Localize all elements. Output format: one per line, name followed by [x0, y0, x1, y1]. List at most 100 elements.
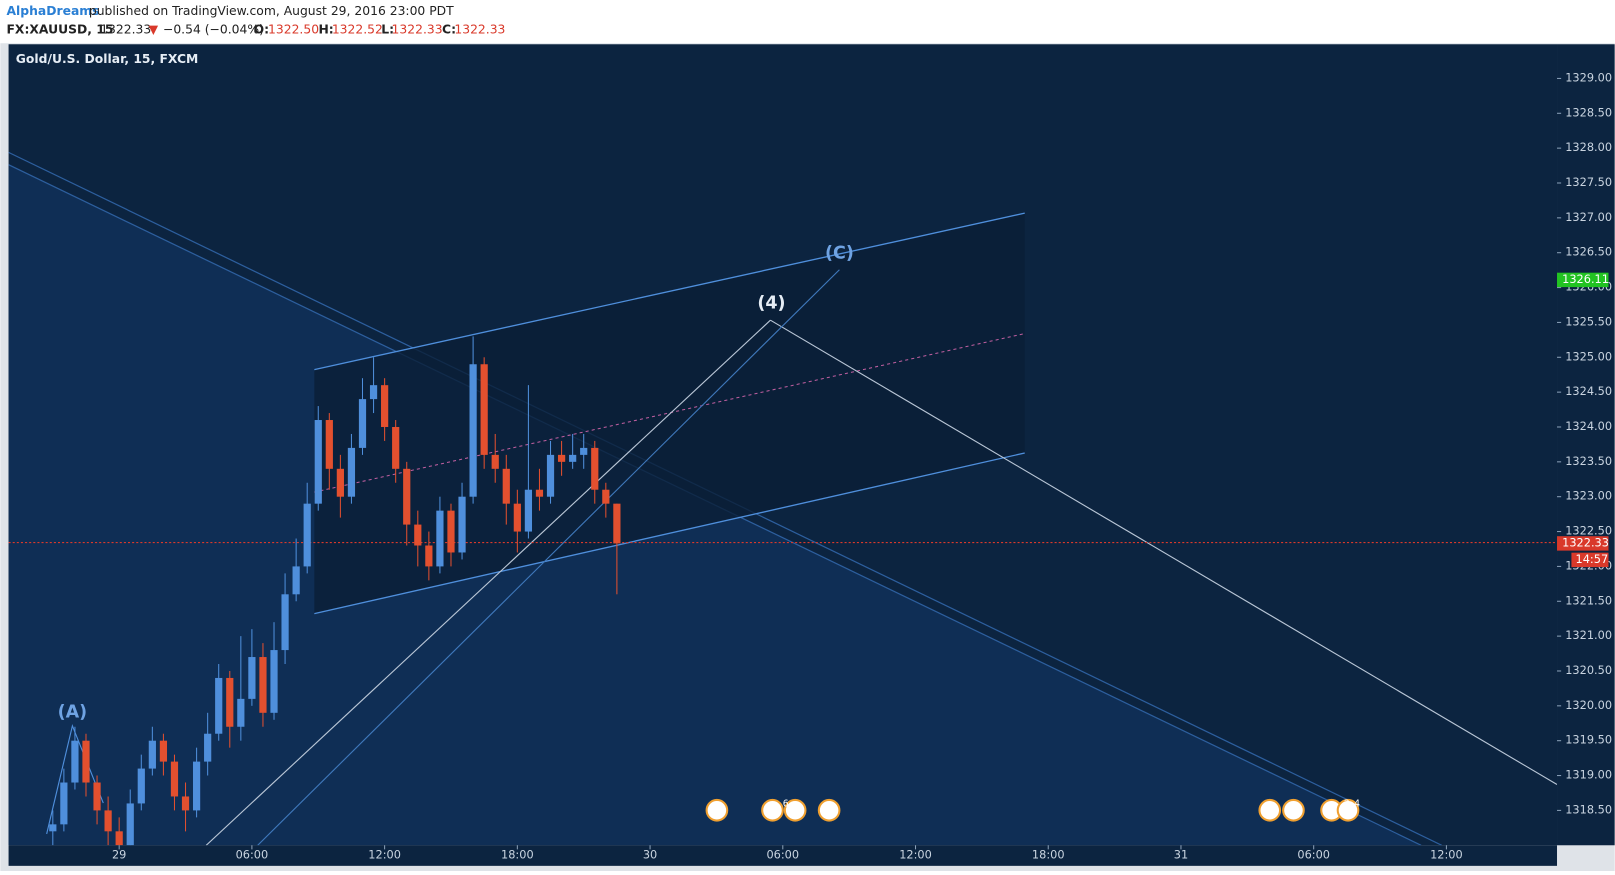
x-tick-label: 18:00 [501, 848, 534, 862]
candle-body [591, 447, 599, 490]
event-icon[interactable] [783, 798, 807, 822]
candle-body [49, 824, 57, 832]
last: 1322.33 [100, 22, 151, 36]
event-icon[interactable] [817, 798, 841, 822]
y-tick-label: 1322.50 [1565, 524, 1612, 538]
candle-body [314, 420, 322, 504]
event-icon[interactable] [1282, 798, 1305, 822]
candle-body [248, 657, 256, 699]
x-tick-label: 12:00 [1430, 848, 1463, 862]
x-tick-label: 06:00 [1297, 848, 1330, 862]
price-marker-label: 1326.11 [1562, 272, 1609, 286]
candle-body [491, 454, 499, 469]
candle-body [569, 454, 577, 462]
candle-body [226, 677, 234, 727]
event-icon[interactable] [705, 798, 729, 822]
candle-body [192, 761, 201, 811]
author[interactable]: AlphaDreams [7, 4, 100, 18]
y-tick-label: 1320.50 [1565, 663, 1612, 677]
candle-body [126, 803, 134, 846]
candles [49, 336, 621, 846]
candle-body [403, 468, 411, 525]
y-tick-label: 1323.50 [1565, 454, 1612, 468]
drawings [8, 151, 1558, 846]
candle-body [215, 677, 223, 734]
wave-line [205, 319, 771, 846]
price-marker-label: 1322.33 [1562, 535, 1609, 549]
y-tick-label: 1319.00 [1565, 768, 1612, 782]
event-badge: 4 [1354, 799, 1360, 810]
y-tick-label: 1326.50 [1565, 245, 1612, 259]
y-tick-label: 1323.00 [1565, 489, 1612, 503]
y-tick-label: 1328.00 [1565, 140, 1612, 154]
y-tick-label: 1321.50 [1565, 593, 1612, 607]
y-tick-label: 1319.50 [1565, 733, 1612, 747]
y-tick-label: 1328.50 [1565, 105, 1612, 119]
candle-body [535, 489, 544, 497]
candle-body [181, 796, 190, 811]
candle-body [259, 657, 267, 713]
candle-body [170, 761, 179, 797]
x-tick-label: 06:00 [766, 848, 799, 862]
y-tick-label: 1318.50 [1565, 802, 1612, 816]
y-tick-label: 1325.50 [1565, 314, 1612, 328]
y-tick-label: 1324.50 [1565, 384, 1612, 398]
event-icon[interactable] [1336, 798, 1360, 822]
candle-body [270, 650, 278, 713]
x-tick-label: 29 [112, 848, 126, 862]
candle-body [347, 447, 356, 497]
y-tick-label: 1325.00 [1565, 349, 1612, 363]
event-icon[interactable] [1258, 798, 1282, 822]
candle-body [447, 510, 455, 553]
y-tick-label: 1320.00 [1565, 698, 1612, 712]
candle-body [204, 733, 212, 762]
candle-body [436, 510, 444, 567]
candle-body [325, 420, 333, 469]
arrow: ▼ [149, 22, 159, 36]
countdown: 14:57 [1576, 552, 1609, 566]
wave-label: (A) [58, 702, 88, 722]
wave-label: (4) [757, 294, 785, 314]
candle-body [392, 426, 400, 469]
change: −0.54 (−0.04%) [163, 22, 264, 36]
candle-body [292, 566, 300, 595]
candle-body [458, 496, 466, 553]
events: 6 2 4 [705, 798, 1360, 822]
wave-line [257, 269, 840, 846]
candle-body [613, 503, 621, 544]
candle-body [546, 454, 555, 497]
open-label: O: [254, 22, 269, 36]
wave-label: (C) [825, 243, 854, 263]
candle-body [480, 364, 488, 455]
candle-body [104, 810, 112, 832]
low: 1322.33 [392, 22, 443, 36]
candle-body [425, 545, 433, 567]
x-tick-label: 30 [643, 848, 657, 862]
candle-body [93, 782, 101, 811]
countdown-box [1571, 552, 1609, 568]
high: 1322.52 [332, 22, 383, 36]
y-tick-label: 1321.00 [1565, 628, 1612, 642]
wave-line [770, 319, 1558, 786]
candle-body [580, 447, 588, 455]
x-tick-label: 12:00 [368, 848, 401, 862]
event-icon[interactable] [761, 798, 784, 822]
candle-body [502, 468, 510, 504]
low-label: L: [381, 22, 394, 36]
candle-body [237, 698, 245, 727]
channel-lower [314, 452, 1025, 615]
x-tick-label: 18:00 [1032, 848, 1065, 862]
candle-body [381, 385, 389, 427]
close-label: C: [442, 22, 456, 36]
channel-mid [314, 333, 1025, 493]
y-tick-label: 1324.00 [1565, 419, 1612, 433]
high-label: H: [318, 22, 333, 36]
candle-body [71, 740, 79, 783]
channel-upper [314, 212, 1025, 371]
candle-body [115, 831, 123, 846]
candle-body [281, 594, 289, 651]
candle-body [524, 489, 533, 532]
x-tick-label: 06:00 [236, 848, 269, 862]
